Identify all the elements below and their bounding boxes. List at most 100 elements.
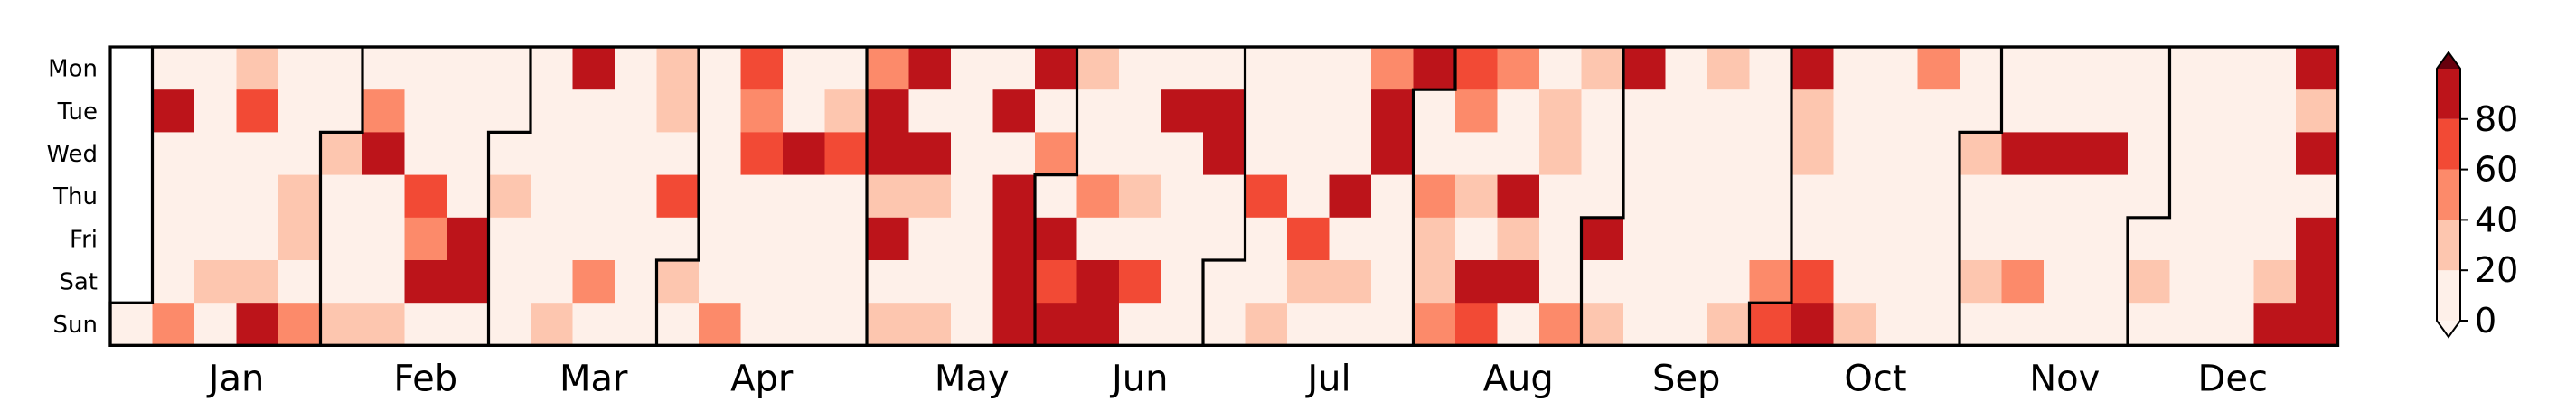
day-cell — [740, 132, 784, 176]
day-cell — [531, 89, 574, 133]
colorbar-tick-label: 20 — [2475, 250, 2518, 290]
day-cell — [867, 132, 910, 176]
day-cell — [1161, 132, 1204, 176]
day-cell — [1623, 174, 1667, 219]
day-cell — [1917, 47, 1960, 90]
day-cell — [1876, 260, 1919, 304]
month-axis: Jan Feb Mar Apr May Jun Jul Aug Sep Oct Nov Dec — [206, 358, 2268, 399]
day-cell — [867, 89, 910, 133]
day-cell — [447, 303, 490, 346]
day-cell — [2044, 132, 2087, 176]
day-cell — [1455, 174, 1499, 219]
weekday-tick-label: Wed — [46, 141, 98, 168]
day-cell — [2001, 217, 2045, 261]
day-cell — [447, 132, 490, 176]
colorbar-tick-label: 40 — [2475, 200, 2518, 239]
day-cell — [656, 132, 700, 176]
day-cell — [320, 303, 363, 346]
month-tick-label: Mar — [559, 358, 628, 399]
day-cell — [2085, 303, 2129, 346]
day-cell — [1455, 260, 1499, 304]
day-cell — [2044, 217, 2087, 261]
day-cell — [1245, 174, 1288, 219]
day-cell — [1876, 303, 1919, 346]
day-cell — [2296, 260, 2339, 304]
day-cell — [1960, 47, 2003, 90]
day-cell — [1413, 89, 1456, 133]
day-cell — [1917, 217, 1960, 261]
day-cell — [656, 260, 700, 304]
day-cell — [1497, 89, 1540, 133]
day-cell — [2001, 132, 2045, 176]
day-cell — [1539, 303, 1583, 346]
day-cell — [572, 217, 616, 261]
day-cell — [2085, 132, 2129, 176]
weekday-tick-label: Fri — [70, 226, 98, 253]
day-cell — [1623, 303, 1667, 346]
day-cell — [2085, 217, 2129, 261]
day-cell — [2044, 89, 2087, 133]
day-cell — [1917, 303, 1960, 346]
day-cell — [1329, 47, 1372, 90]
day-cell — [152, 174, 195, 219]
day-cell — [2296, 174, 2339, 219]
month-tick-label: Feb — [393, 358, 457, 399]
day-cell — [1329, 132, 1372, 176]
empty-cell — [110, 260, 154, 304]
day-cell — [1287, 260, 1330, 304]
day-cell — [1791, 174, 1835, 219]
day-cell — [951, 217, 994, 261]
day-cell — [531, 132, 574, 176]
day-cell — [2296, 217, 2339, 261]
day-cell — [1035, 132, 1078, 176]
day-cell — [1749, 260, 1792, 304]
day-cell — [1497, 217, 1540, 261]
day-cell — [447, 89, 490, 133]
day-cell — [362, 174, 406, 219]
day-cell — [1876, 174, 1919, 219]
day-cell — [951, 89, 994, 133]
month-tick-label: Dec — [2198, 358, 2268, 399]
day-cell — [824, 89, 868, 133]
day-cell — [1497, 174, 1540, 219]
day-cell — [1665, 303, 1708, 346]
month-tick-label: Oct — [1844, 358, 1906, 399]
day-cell — [236, 217, 279, 261]
day-cell — [699, 47, 742, 90]
day-cell — [1833, 132, 1876, 176]
day-cell — [1119, 89, 1162, 133]
day-cell — [1707, 174, 1751, 219]
month-tick-label: Sep — [1652, 358, 1720, 399]
day-cell — [1623, 217, 1667, 261]
day-cell — [2085, 47, 2129, 90]
colorbar-bin — [2437, 118, 2460, 170]
day-cell — [615, 303, 658, 346]
day-cell — [1245, 132, 1288, 176]
day-cell — [1707, 303, 1751, 346]
day-cell — [615, 217, 658, 261]
day-cell — [1539, 47, 1583, 90]
day-cell — [152, 303, 195, 346]
day-cell — [320, 174, 363, 219]
day-cell — [1076, 132, 1120, 176]
day-cell — [1287, 132, 1330, 176]
colorbar-extend-max — [2437, 52, 2460, 69]
day-cell — [2169, 47, 2213, 90]
colorbar-bin — [2437, 169, 2460, 220]
day-cell — [2212, 132, 2255, 176]
day-cell — [447, 174, 490, 219]
day-cell — [1665, 89, 1708, 133]
day-cell — [1791, 217, 1835, 261]
day-cell — [1455, 303, 1499, 346]
day-cell — [951, 47, 994, 90]
day-cell — [1203, 217, 1246, 261]
day-cell — [1287, 89, 1330, 133]
day-cell — [1791, 260, 1835, 304]
colorbar-tick-label: 60 — [2475, 150, 2518, 190]
day-cell — [992, 47, 1036, 90]
day-cell — [1581, 47, 1624, 90]
colorbar-bin — [2437, 220, 2460, 271]
day-cell — [824, 260, 868, 304]
day-cell — [320, 89, 363, 133]
day-cell — [488, 89, 531, 133]
